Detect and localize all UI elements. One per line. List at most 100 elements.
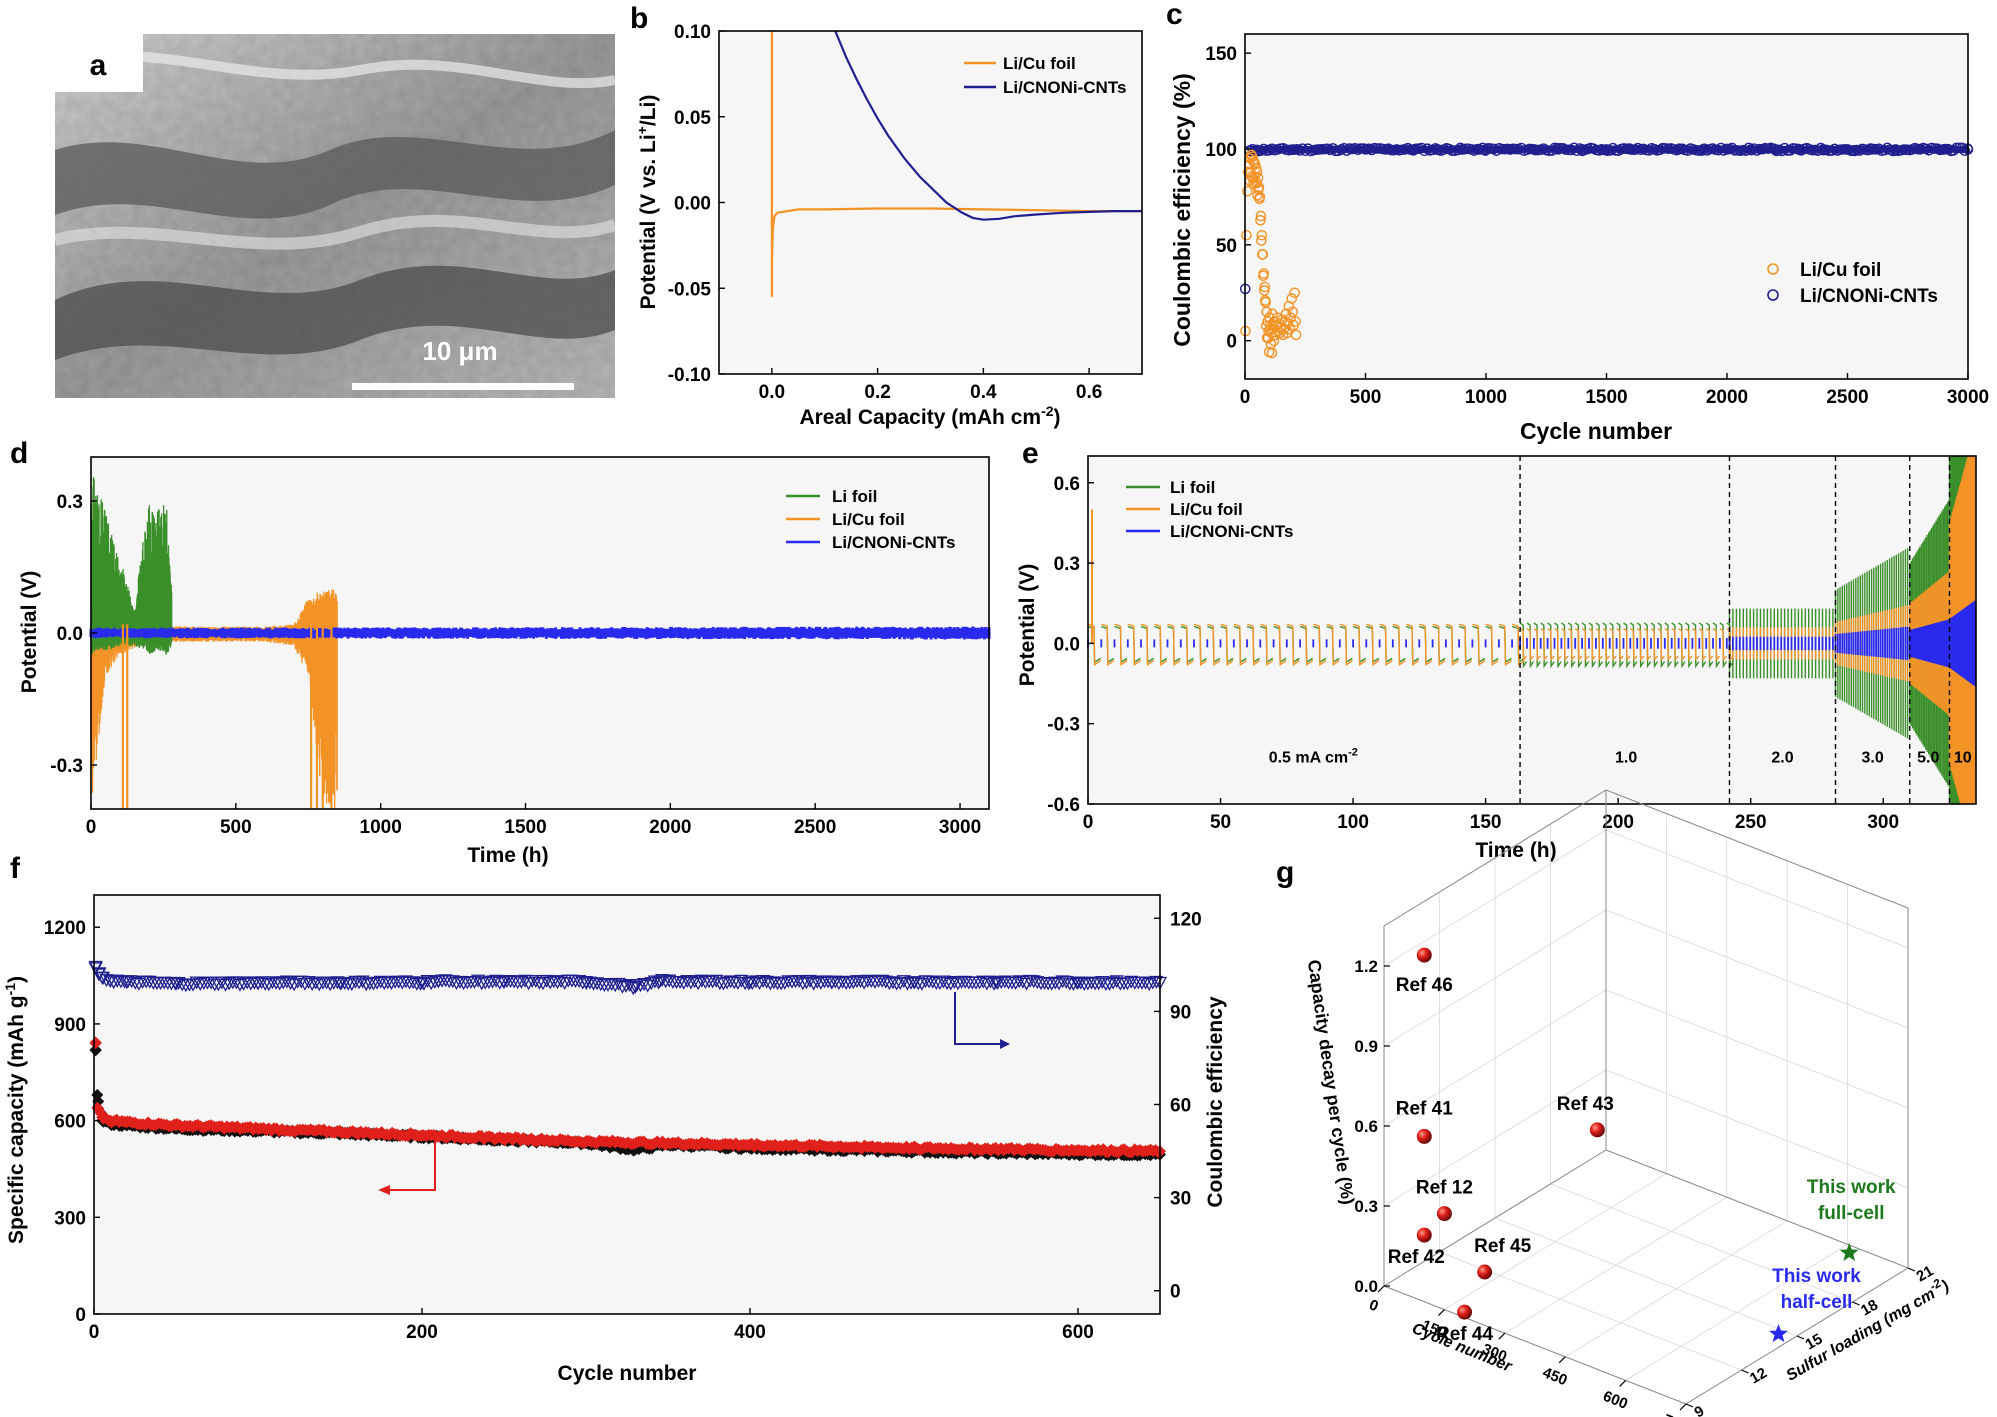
panel-c-li-cu-point — [1284, 323, 1296, 335]
panel-f-ce-point — [795, 977, 810, 991]
panel-g-point — [1457, 1304, 1473, 1320]
panel-g-point-label: Ref 44 — [1436, 1324, 1493, 1345]
panel-c-label: c — [1166, 0, 1183, 31]
panel-g-label: g — [1276, 856, 1294, 889]
panel-g-xtick — [1679, 1403, 1687, 1411]
panel-f-ce-point — [636, 978, 652, 992]
panel-f-ytick-label: 900 — [54, 1015, 86, 1036]
panel-g-xtick — [1558, 1356, 1566, 1364]
panel-f-ce-point — [640, 979, 655, 993]
panel-c-cnoni-point — [1504, 144, 1516, 155]
panel-b-plot-area — [719, 31, 1142, 374]
panel-g-ztick — [1685, 1403, 1694, 1408]
panel-g-box-edge — [1605, 789, 1909, 909]
panel-f-ce-point — [885, 976, 901, 990]
panel-g-point-label: Ref 42 — [1388, 1247, 1445, 1268]
panel-f-ce-point — [604, 978, 619, 992]
panel-g-ytick-label: 0.6 — [1354, 1117, 1378, 1136]
panel-a-label: a — [90, 49, 107, 82]
panel-f-ce-point — [976, 975, 991, 989]
panel-g-box-edge — [1383, 789, 1607, 927]
panel-f-ce-point — [1120, 977, 1135, 991]
panel-c-cnoni-point — [1607, 142, 1619, 154]
panel-f-plot-area — [94, 895, 1160, 1314]
panel-e-plot-area — [1088, 456, 1976, 804]
panel-f-ce-point — [694, 974, 709, 988]
panel-f-ce-point — [539, 974, 554, 988]
panel-c-cnoni-point — [1444, 143, 1455, 155]
panel-g-xtick — [1498, 1332, 1506, 1340]
panel-g-box-edge — [1383, 1285, 1687, 1405]
panel-c-cnoni-point — [1480, 144, 1492, 155]
panel-c-cnoni-point — [1355, 143, 1366, 154]
panel-b-series-line-0 — [770, 31, 1142, 297]
panel-f-ce-point — [644, 977, 659, 991]
panel-f-ce-point — [628, 980, 643, 994]
panel-f-discharge-point — [498, 1132, 510, 1145]
panel-d-xtick-label: 3000 — [939, 817, 981, 838]
panel-e-ticks: 0 50 100 150 200 250 300 -0.6 -0.3 0.0 0.3 0.6 — [1047, 474, 1899, 833]
panel-f-y2tick-label: 90 — [1170, 1002, 1191, 1023]
panel-f-ce-point — [445, 975, 460, 989]
panel-f-ce-point — [168, 977, 184, 991]
panel-c-cnoni-point — [1408, 144, 1419, 155]
panel-a-sem-image: a 10 μm — [55, 34, 615, 398]
panel-c-li-cu-point — [1241, 229, 1252, 241]
panel-c-legend-cnoni: Li/CNONi-CNTs — [1800, 286, 1938, 307]
panel-f-ytick-label: 0 — [75, 1305, 86, 1326]
panel-c-cnoni-point — [1812, 145, 1824, 157]
panel-e-xtick-label: 250 — [1735, 812, 1767, 833]
panel-g-ytick-label: 1.2 — [1354, 957, 1378, 976]
panel-f-ce-point — [305, 977, 320, 991]
panel-f-discharge-point — [104, 1114, 117, 1127]
panel-f-discharge-point — [908, 1142, 920, 1155]
panel-c-cnoni-point — [1421, 143, 1433, 155]
panel-c-cnoni-point — [1360, 144, 1371, 155]
panel-f-ce-point — [261, 978, 276, 992]
panel-b-ytick-label: 0.00 — [674, 194, 711, 215]
panel-g-point-label: Ref 41 — [1396, 1098, 1453, 1119]
panel-g-ytick-label: 0.9 — [1354, 1037, 1378, 1056]
panel-f-ce-point — [452, 975, 468, 989]
panel-f-y2tick-label: 0 — [1170, 1282, 1181, 1303]
panel-d-xtick-label: 500 — [220, 817, 252, 838]
panel-g-point-label: This work half-cell — [1772, 1266, 1861, 1313]
panel-f: f 0 200 400 600 0 300 600 900 1200 0 30 60 90 120 Cyc… — [2, 852, 1227, 1385]
panel-c-li-cu-point — [1286, 293, 1298, 304]
panel-f-ce-point — [88, 960, 103, 974]
panel-d-xtick-label: 2500 — [794, 817, 836, 838]
panel-b-ytick-label: -0.05 — [668, 279, 712, 300]
panel-c-xtick-label: 500 — [1350, 387, 1382, 408]
panel-f-ce-point — [546, 975, 561, 989]
panel-c-li-cu-point — [1258, 285, 1270, 296]
panel-c-cnoni-point — [1696, 145, 1707, 156]
panel-c-cnoni-point — [1474, 144, 1486, 155]
panel-c-li-cu-point — [1268, 335, 1280, 347]
panel-c-cnoni-point — [1419, 145, 1430, 157]
panel-c-cnoni-point — [1873, 143, 1885, 155]
panel-d-label: d — [10, 437, 28, 470]
panel-b-xtick-label: 0.6 — [1076, 382, 1102, 403]
panel-c-cnoni-point — [1697, 144, 1709, 155]
panel-g-box-edge — [1605, 1149, 1909, 1269]
panel-c-xtick-label: 1000 — [1465, 387, 1507, 408]
panel-f-ce-point — [810, 975, 825, 989]
panel-f-ce-point — [752, 977, 767, 991]
panel-f-ce-point — [373, 975, 388, 989]
panel-c-cnoni-point — [1491, 145, 1502, 156]
panel-f-ce-point — [633, 979, 648, 993]
panel-f-ce-point — [988, 976, 1004, 990]
panel-f-ce-point — [932, 977, 948, 991]
panel-f-ce-point — [835, 975, 850, 989]
panel-f-ce-point — [398, 975, 414, 989]
panel-f-ce-point — [687, 975, 702, 989]
panel-d-xtick-label: 0 — [86, 817, 97, 838]
panel-e-ytick-label: 0.6 — [1054, 474, 1080, 495]
panel-f-ce-point — [377, 977, 392, 991]
panel-c-legend-li-cu: Li/Cu foil — [1800, 260, 1881, 281]
panel-f-ce-point — [853, 975, 868, 989]
panel-f-ce-point — [683, 976, 699, 990]
panel-c-li-cu-point — [1256, 235, 1267, 246]
panel-f-ce-point — [676, 976, 691, 990]
